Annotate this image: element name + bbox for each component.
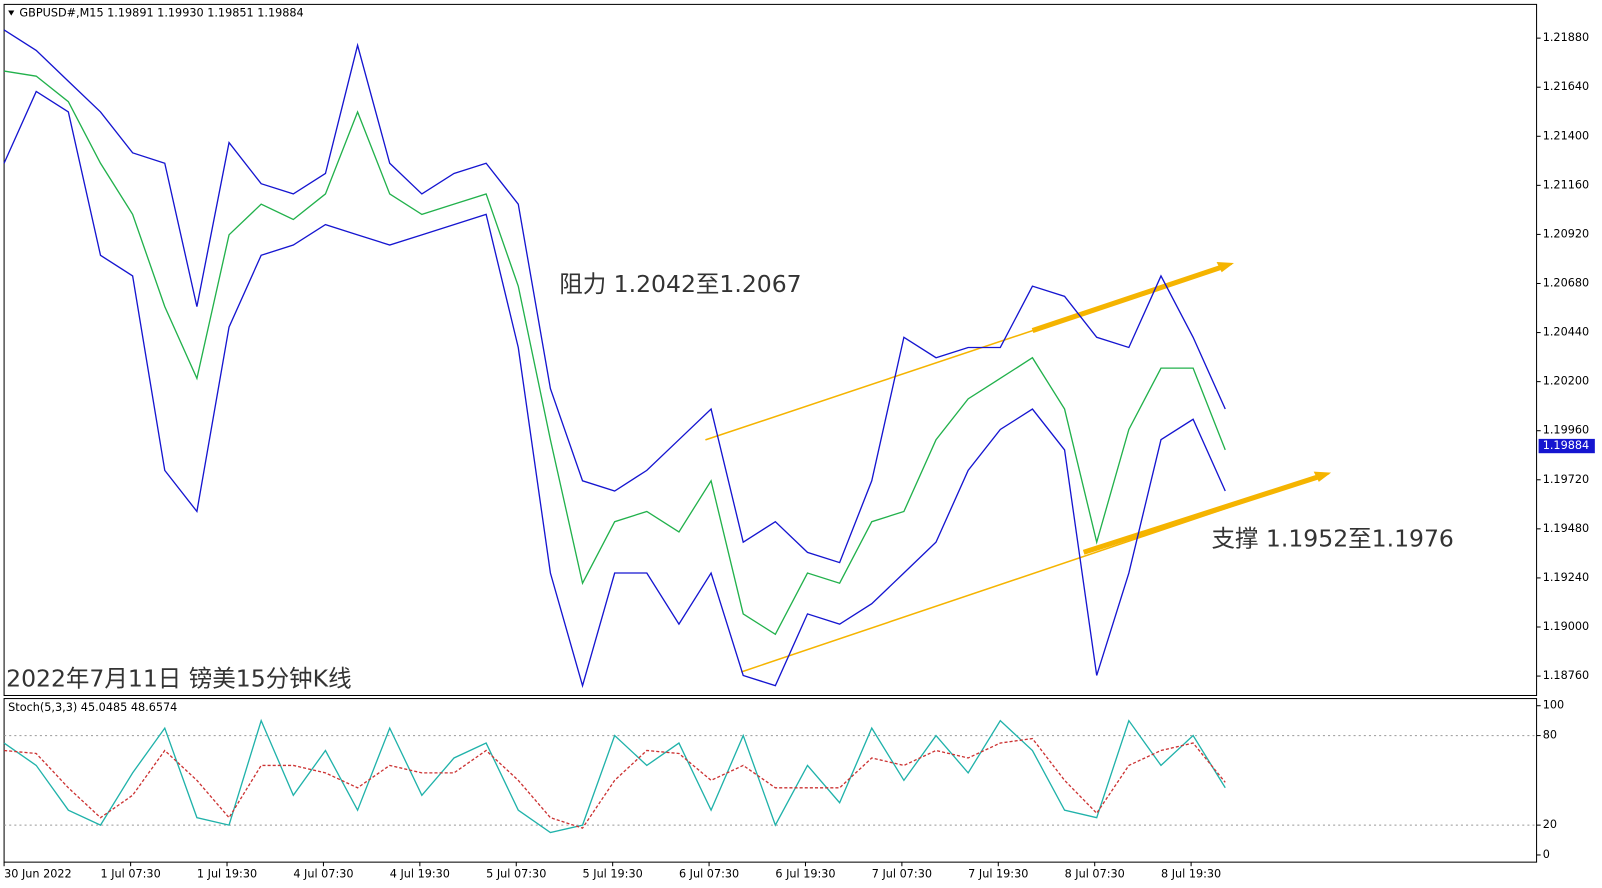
y-tick-label: 1.18760 (1543, 669, 1589, 682)
header-icon (8, 10, 15, 16)
annotation: 阻力 1.2042至1.2067 (559, 270, 801, 298)
arrow-head (1313, 471, 1332, 482)
y-tick-label: 1.19960 (1543, 424, 1589, 437)
x-tick-label: 8 Jul 19:30 (1161, 867, 1221, 880)
indicator-title: Stoch(5,3,3) 45.0485 48.6574 (8, 701, 177, 714)
y-tick-label: 1.20200 (1543, 375, 1589, 388)
channel-top-bold (1031, 264, 1223, 333)
x-tick-label: 1 Jul 07:30 (101, 867, 161, 880)
sub-frame (3, 698, 1538, 863)
header: GBPUSD#,M15 1.19891 1.19930 1.19851 1.19… (19, 7, 303, 20)
x-tick-label: 5 Jul 07:30 (486, 867, 546, 880)
channel-bottom-bold (1082, 474, 1320, 555)
x-tick-label: 5 Jul 19:30 (583, 867, 643, 880)
x-tick-label: 4 Jul 19:30 (390, 867, 450, 880)
arrow-head (1216, 262, 1234, 273)
series-line (3, 29, 1226, 564)
x-tick-label: 7 Jul 07:30 (872, 867, 932, 880)
y-tick-label: 1.20680 (1543, 276, 1589, 289)
x-tick-label: 6 Jul 07:30 (679, 867, 739, 880)
y-tick-label: 1.19720 (1543, 473, 1589, 486)
y-tick-label: 1.20440 (1543, 326, 1589, 339)
y-tick-label: 1.19240 (1543, 571, 1589, 584)
annotation: 2022年7月11日 镑美15分钟K线 (6, 665, 351, 693)
y-tick-label: 1.19480 (1543, 522, 1589, 535)
x-tick-label: 7 Jul 19:30 (968, 867, 1028, 880)
y-tick-label: 1.20920 (1543, 227, 1589, 240)
x-tick-label: 8 Jul 07:30 (1065, 867, 1125, 880)
y-tick-label: 20 (1543, 818, 1557, 831)
price-tag: 1.19884 (1543, 439, 1589, 452)
y-tick-label: 100 (1543, 699, 1564, 712)
y-tick-label: 1.21880 (1543, 31, 1589, 44)
x-tick-label: 30 Jun 2022 (4, 867, 72, 880)
y-tick-label: 1.21400 (1543, 129, 1589, 142)
y-tick-label: 80 (1543, 729, 1557, 742)
series-line (3, 90, 1226, 689)
x-tick-label: 4 Jul 07:30 (293, 867, 353, 880)
annotation: 支撑 1.1952至1.1976 (1211, 525, 1453, 553)
y-tick-label: 0 (1543, 848, 1550, 861)
x-tick-label: 6 Jul 19:30 (775, 867, 835, 880)
series-line (4, 737, 1226, 829)
y-tick-label: 1.19000 (1543, 620, 1589, 633)
y-tick-label: 1.21640 (1543, 80, 1589, 93)
series-line (3, 70, 1226, 636)
main-frame (3, 3, 1538, 697)
x-tick-label: 1 Jul 19:30 (197, 867, 257, 880)
y-tick-label: 1.21160 (1543, 178, 1589, 191)
price-tag-box (1538, 438, 1595, 454)
